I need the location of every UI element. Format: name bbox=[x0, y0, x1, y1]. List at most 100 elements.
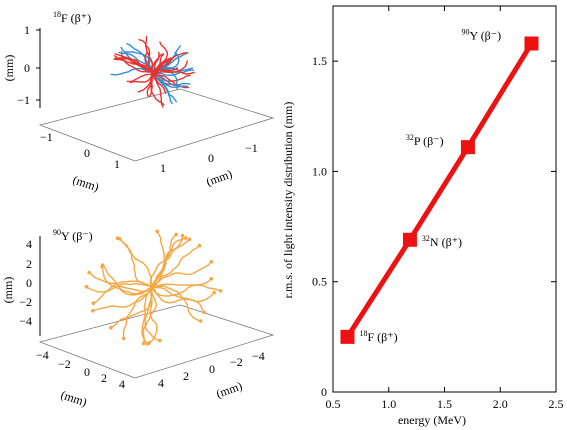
bottom-track-bundle bbox=[84, 229, 223, 346]
track-endpoint bbox=[155, 229, 159, 234]
bottom-x-tick-4: 2 bbox=[101, 371, 107, 385]
y-axis-label: r.m.s. of light intensity distribution (… bbox=[281, 102, 295, 299]
data-point bbox=[524, 36, 539, 51]
x-tick-label: 2.5 bbox=[549, 397, 564, 411]
particle-track bbox=[149, 233, 177, 288]
track-endpoint bbox=[91, 309, 95, 313]
bottom-y-tick-3: 0 bbox=[209, 362, 215, 376]
top-z-tick-3: −1 bbox=[17, 93, 30, 107]
particle-track bbox=[151, 261, 212, 288]
track-endpoint bbox=[209, 277, 214, 281]
particle-track bbox=[151, 237, 187, 288]
top-x-tick-1: −1 bbox=[40, 130, 53, 144]
bottom-z-tick-3: 0 bbox=[26, 276, 32, 290]
bottom-y-tick-1: 4 bbox=[158, 376, 164, 390]
track-endpoint bbox=[174, 232, 178, 237]
particle-track bbox=[151, 71, 177, 103]
data-point bbox=[402, 232, 417, 247]
particle-track bbox=[110, 286, 153, 329]
x-tick-label: 1.0 bbox=[381, 397, 396, 411]
data-point bbox=[340, 329, 355, 344]
track-endpoint bbox=[87, 270, 91, 275]
bottom-z-tick-4: −2 bbox=[19, 295, 32, 309]
panel-top-title: 18F (β⁺) bbox=[53, 10, 91, 25]
top-x-tick-2: 0 bbox=[84, 146, 90, 160]
x-tick-label: 2.0 bbox=[493, 397, 508, 411]
x-axis-ticks: 0.5 1.0 1.5 2.0 2.5 bbox=[326, 6, 564, 411]
particle-track bbox=[151, 278, 212, 297]
bottom-x-tick-3: 0 bbox=[84, 365, 90, 379]
track-endpoint bbox=[187, 237, 192, 242]
panel-bottom-3d: 90Y (β⁻) 4 2 0 −2 −4 (mm) −4 −2 0 2 4 (m… bbox=[1, 228, 275, 410]
y-tick-label: 1.0 bbox=[312, 164, 327, 178]
bottom-x-label: (mm) bbox=[59, 388, 89, 410]
bottom-z-tick-1: 4 bbox=[26, 237, 32, 251]
particle-track bbox=[151, 58, 173, 75]
track-endpoint bbox=[141, 341, 146, 346]
particle-track bbox=[151, 73, 167, 94]
particle-track bbox=[151, 67, 179, 75]
particle-track bbox=[126, 43, 153, 73]
top-y-tick-1: −1 bbox=[245, 141, 258, 155]
track-endpoint bbox=[118, 237, 122, 241]
point-label: 32N (β⁺) bbox=[422, 234, 462, 249]
top-y-tick-3: 1 bbox=[160, 161, 166, 175]
track-endpoint bbox=[91, 301, 96, 306]
point-label: 18F (β⁺) bbox=[359, 329, 397, 344]
particle-track bbox=[151, 73, 176, 85]
bottom-x-tick-2: −2 bbox=[58, 357, 71, 371]
particle-track bbox=[101, 264, 153, 296]
track-endpoint bbox=[197, 243, 202, 248]
particle-track bbox=[101, 265, 153, 295]
panel-bottom-title: 90Y (β⁻) bbox=[53, 228, 93, 243]
particle-track bbox=[114, 56, 153, 73]
x-tick-label: 0.5 bbox=[326, 397, 341, 411]
top-y-tick-2: 0 bbox=[208, 151, 214, 165]
track-endpoint bbox=[218, 289, 223, 293]
top-z-label: (mm) bbox=[2, 55, 16, 82]
rms-vs-energy-chart: 0.5 1.0 1.5 2.0 2.5 00.51.01.5 r.m.s. of lig… bbox=[281, 5, 564, 427]
point-label: 90Y (β⁻) bbox=[461, 27, 501, 42]
data-point bbox=[460, 140, 475, 155]
track-endpoint bbox=[84, 284, 89, 289]
particle-track bbox=[141, 286, 153, 345]
bottom-z-tick-2: 2 bbox=[26, 257, 32, 271]
particle-track bbox=[129, 73, 153, 84]
bottom-y-tick-4: −2 bbox=[230, 355, 243, 369]
top-floor-box bbox=[38, 88, 275, 162]
particle-track bbox=[151, 51, 160, 75]
bottom-y-tick-5: −4 bbox=[252, 349, 265, 363]
track-endpoint bbox=[109, 325, 113, 330]
particle-track bbox=[116, 237, 153, 288]
particle-track bbox=[110, 67, 153, 76]
series-line bbox=[345, 42, 534, 339]
top-track-bundle bbox=[110, 35, 195, 108]
series-points bbox=[340, 36, 539, 344]
track-endpoint bbox=[121, 336, 126, 341]
y-tick-label: 1.5 bbox=[312, 54, 327, 68]
particle-track bbox=[92, 286, 153, 312]
point-labels: 18F (β⁺) 32N (β⁺) 32P (β⁻) 90Y (β⁻) bbox=[359, 27, 501, 343]
top-y-label: (mm) bbox=[204, 167, 234, 189]
particle-track bbox=[88, 271, 153, 292]
panel-bottom-title-mass: 90 bbox=[53, 228, 61, 237]
track-endpoint bbox=[198, 319, 203, 323]
track-endpoint bbox=[209, 259, 214, 264]
y-tick-label: 0.5 bbox=[312, 275, 327, 289]
bottom-x-tick-1: −4 bbox=[36, 348, 49, 362]
particle-track bbox=[122, 286, 153, 340]
x-tick-label: 1.5 bbox=[437, 397, 452, 411]
x-axis-label: energy (MeV) bbox=[398, 413, 466, 427]
y-tick-label: 0 bbox=[321, 385, 327, 399]
track-endpoint bbox=[202, 310, 207, 315]
particle-track bbox=[113, 55, 153, 73]
track-endpoint bbox=[180, 233, 185, 238]
top-x-tick-3: 1 bbox=[114, 157, 120, 171]
top-x-label: (mm) bbox=[71, 173, 101, 195]
top-z-tick-1: 1 bbox=[24, 23, 30, 37]
particle-track bbox=[151, 285, 202, 322]
panel-bottom-title-rest: Y (β⁻) bbox=[61, 229, 93, 243]
bottom-x-tick-5: 4 bbox=[119, 377, 125, 391]
track-endpoint bbox=[183, 236, 188, 240]
particle-track bbox=[151, 286, 205, 313]
